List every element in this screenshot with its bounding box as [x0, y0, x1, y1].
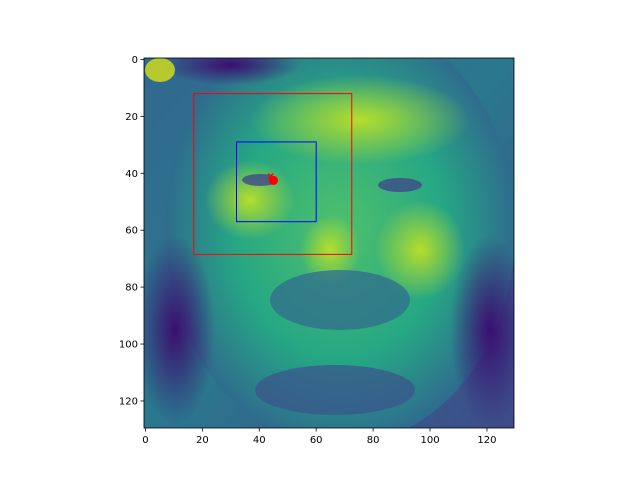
red-bounding-box	[193, 93, 353, 255]
x-tick-label: 120	[477, 435, 496, 446]
y-tick-label: 100	[119, 340, 138, 351]
x-tick-label: 100	[420, 435, 439, 446]
y-tick-label: 80	[125, 283, 138, 294]
center-point-marker	[269, 175, 278, 185]
y-tick-label: 0	[132, 55, 138, 66]
x-tick-label: 80	[367, 435, 380, 446]
x-axis-ticks: 0 20 40 60 80 100 120	[142, 428, 497, 446]
overlay-layer	[193, 93, 353, 255]
y-tick-label: 120	[119, 396, 138, 407]
y-tick-label: 40	[125, 169, 138, 180]
axes-frame	[143, 57, 515, 429]
cross-point-marker	[267, 173, 274, 180]
x-tick-label: 60	[310, 435, 323, 446]
y-tick-label: 60	[125, 226, 138, 237]
x-tick-label: 20	[196, 435, 209, 446]
x-tick-label: 0	[142, 435, 148, 446]
blue-bounding-box	[236, 141, 317, 223]
x-tick-label: 40	[253, 435, 266, 446]
heatmap-image	[144, 58, 514, 428]
y-tick-label: 20	[125, 112, 138, 123]
y-axis-ticks: 0 20 40 60 80 100 120	[119, 55, 144, 407]
